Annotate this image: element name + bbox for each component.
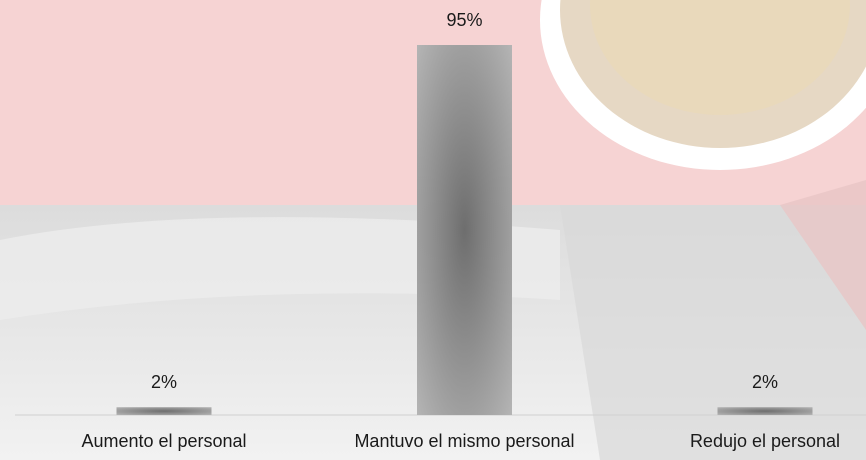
value-label: 95% [446, 10, 482, 30]
value-label: 2% [151, 372, 177, 392]
emblem-inner [590, 0, 850, 115]
bar [417, 45, 512, 415]
bar [116, 407, 212, 415]
x-tick-label: Aumento el personal [81, 431, 246, 451]
background-shape [560, 205, 866, 460]
x-tick-label: Mantuvo el mismo personal [354, 431, 574, 451]
x-tick-label: Redujo el personal [690, 431, 840, 451]
value-label: 2% [752, 372, 778, 392]
background-shape [780, 180, 866, 330]
bar [717, 407, 813, 415]
